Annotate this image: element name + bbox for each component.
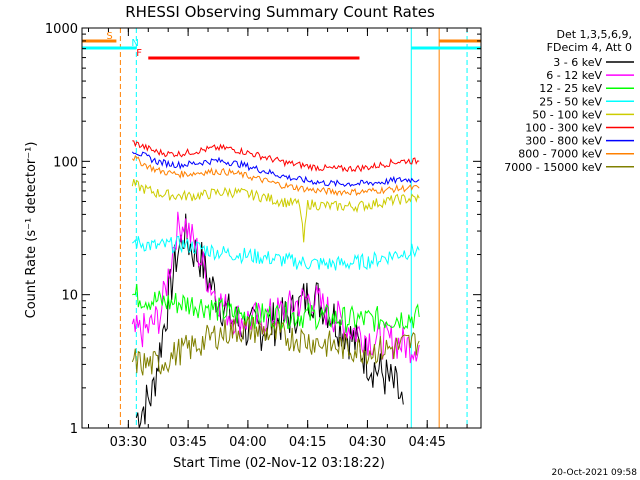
y-tick-label-1: 10 (61, 289, 78, 304)
plot-frame (81, 27, 482, 429)
series-line-2 (132, 283, 420, 333)
flag-label-f: F (136, 48, 142, 59)
footer-timestamp: 20-Oct-2021 09:58 (552, 468, 638, 478)
legend-label-3: 25 - 50 keV (539, 95, 602, 108)
legend-label-1: 6 - 12 keV (546, 69, 602, 82)
series-line-4 (131, 178, 420, 243)
flag-label-s: S (106, 31, 112, 42)
series-line-8 (131, 315, 420, 376)
legend-header-0: Det 1,3,5,6,9, (556, 28, 632, 41)
x-tick-label-3: 04:15 (289, 435, 326, 450)
legend-label-4: 50 - 100 keV (532, 108, 602, 121)
legend-label-6: 300 - 800 keV (525, 135, 602, 148)
y-axis-label: Count Rate (s⁻¹ detector⁻¹) (24, 142, 39, 319)
y-tick-label-0: 1 (70, 422, 78, 437)
series-line-6 (131, 151, 420, 188)
x-tick-label-5: 04:45 (408, 435, 445, 450)
series-line-5 (132, 140, 420, 173)
legend-header-1: FDecim 4, Att 0 (547, 41, 632, 54)
chart-title: RHESSI Observing Summary Count Rates (125, 3, 435, 21)
legend: Det 1,3,5,6,9,FDecim 4, Att 0 3 - 6 keV6 … (504, 28, 634, 174)
legend-label-2: 12 - 25 keV (539, 82, 602, 95)
axes: 1 10 100 1000 03:30 03:45 04:00 04:15 04:30 04:45 (45, 22, 481, 450)
legend-label-8: 7000 - 15000 keV (504, 161, 602, 174)
y-tick-label-3: 1000 (45, 22, 78, 37)
legend-label-5: 100 - 300 keV (525, 122, 602, 135)
legend-label-7: 800 - 7000 keV (518, 148, 602, 161)
flag-label-n: N (131, 38, 138, 49)
x-tick-label-4: 04:30 (349, 435, 386, 450)
x-axis-label: Start Time (02-Nov-12 03:18:22) (173, 456, 385, 471)
legend-label-0: 3 - 6 keV (553, 56, 602, 69)
plot-area: S NF (82, 28, 481, 429)
series-line-3 (131, 235, 420, 271)
series-line-7 (131, 154, 420, 197)
x-tick-label-0: 03:30 (110, 435, 147, 450)
x-tick-label-1: 03:45 (169, 435, 206, 450)
x-tick-label-2: 04:00 (229, 435, 266, 450)
y-tick-label-2: 100 (53, 155, 78, 170)
